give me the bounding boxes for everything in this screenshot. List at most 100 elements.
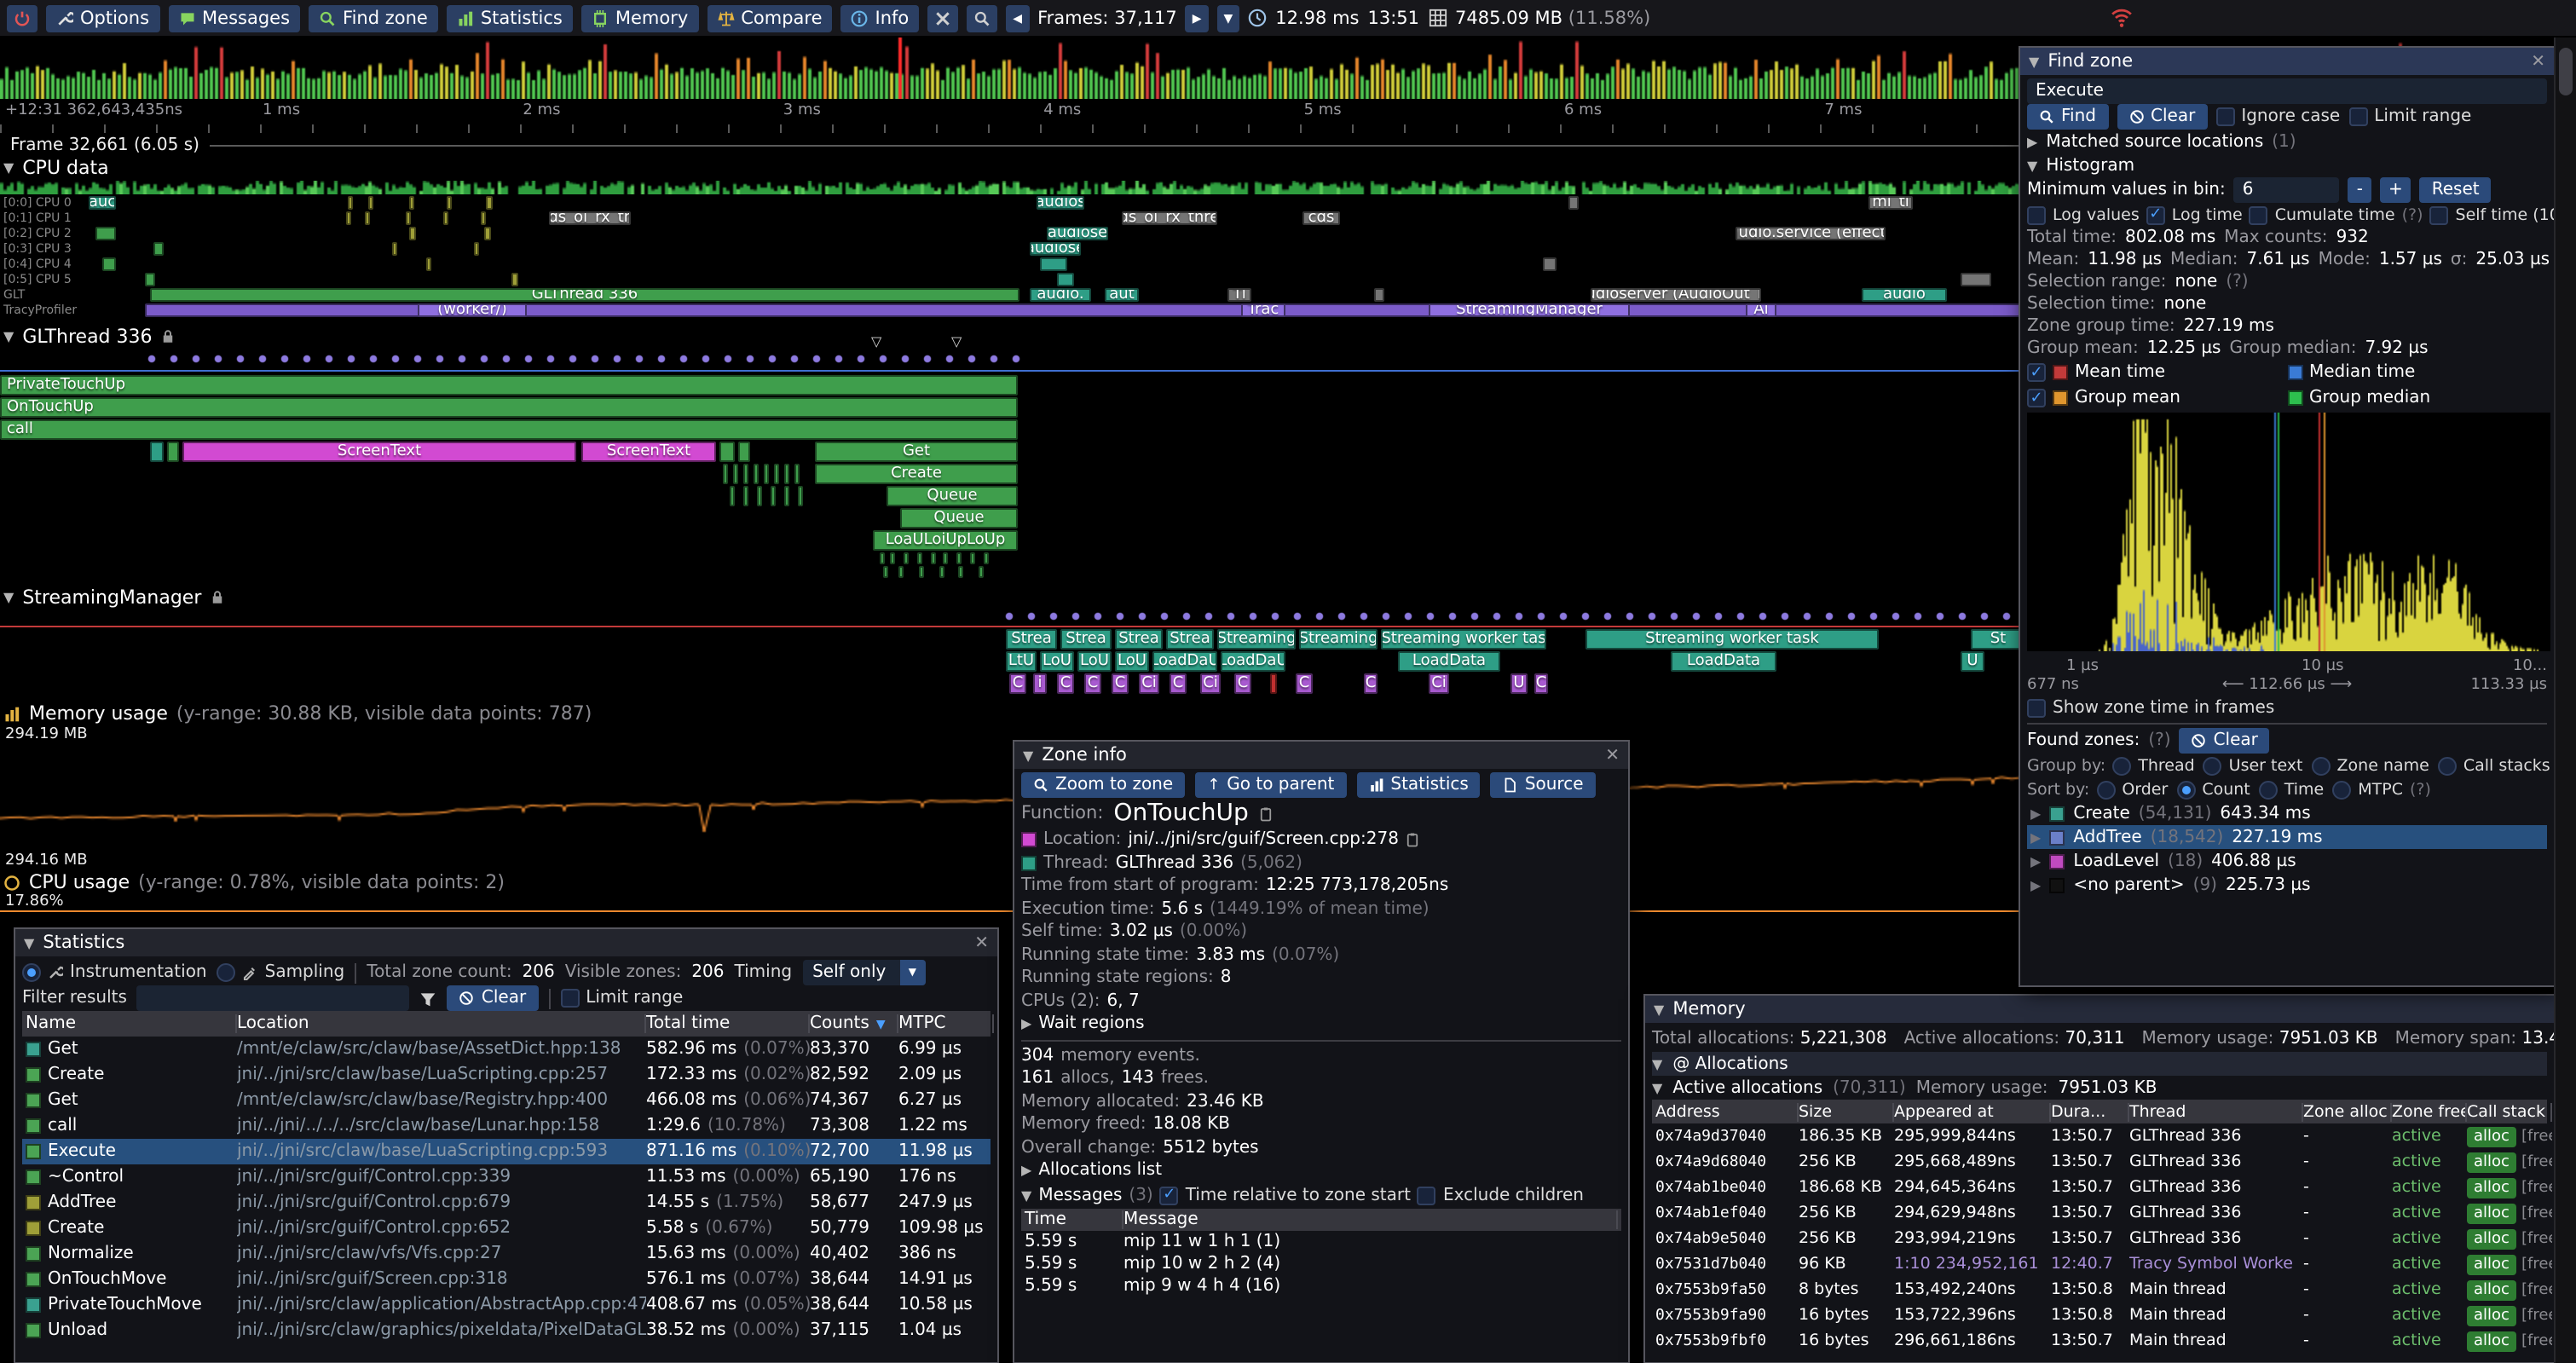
streamingmanager-header[interactable]: ▼ StreamingManager	[3, 586, 225, 609]
timeline-zone[interactable]: LoadData	[1398, 651, 1500, 672]
glthread-header[interactable]: ▼ GLThread 336	[3, 326, 176, 348]
frame-separator[interactable]: Frame 32,661 (6.05 s)	[0, 135, 2029, 155]
timing-combo[interactable]: Self only ▼	[802, 960, 926, 985]
message-row[interactable]: 5.59 s mip 11 w 1 h 1 (1)	[1021, 1230, 1621, 1252]
statistics-row[interactable]: Unload jni/../jni/src/claw/graphics/pixe…	[22, 1318, 991, 1343]
timeline-zone[interactable]: Streaming worker task	[1585, 629, 1879, 650]
timeline-zone[interactable]: audiose	[1030, 242, 1081, 256]
timeline-zone[interactable]	[898, 566, 904, 578]
timeline-zone[interactable]: Create	[815, 464, 1018, 484]
timeline-zone[interactable]: Ci	[1200, 673, 1221, 694]
timeline-zone[interactable]	[880, 552, 885, 564]
timeline-zone[interactable]: Get	[815, 442, 1018, 462]
timeline-zone[interactable]: Ci	[1429, 673, 1449, 694]
message-marker-icon[interactable]: ▽	[951, 334, 962, 349]
timeline-zone[interactable]: C	[1009, 673, 1026, 694]
timeline-zone[interactable]: LoU	[1115, 651, 1149, 672]
timeline-zone[interactable]: U	[1510, 673, 1528, 694]
zoom-search-button[interactable]	[967, 4, 998, 32]
timeline-zone[interactable]	[743, 464, 748, 484]
timeline-zone[interactable]: i	[1033, 673, 1047, 694]
timeline-zone[interactable]: LtU	[1006, 651, 1037, 672]
statistics-row[interactable]: ~Control jni/../jni/src/guif/Control.cpp…	[22, 1164, 991, 1190]
cpu-usage-header[interactable]: CPU usage (y-range: 0.78%, visible data …	[3, 871, 505, 893]
group-by-radio[interactable]: Call stacks	[2437, 756, 2550, 775]
statistics-titlebar[interactable]: ▼ Statistics ✕	[15, 929, 997, 956]
memory-titlebar[interactable]: ▼ Memory	[1645, 996, 2554, 1023]
timeline-zone[interactable]: C	[1112, 673, 1129, 694]
timeline-zone[interactable]: C	[1364, 673, 1378, 694]
timeline-zone[interactable]	[511, 273, 518, 286]
free-callstack-link[interactable]: [free]	[2521, 1307, 2552, 1324]
alloc-callstack-button[interactable]: alloc	[2467, 1203, 2516, 1223]
messages-button[interactable]: Messages	[168, 4, 301, 32]
free-callstack-link[interactable]: [free]	[2521, 1179, 2552, 1196]
timeline-zone[interactable]	[970, 552, 975, 564]
filter-input[interactable]	[136, 985, 410, 1011]
collapse-icon[interactable]: ▼	[1021, 1187, 1032, 1203]
timeline-zone[interactable]: audiose	[1047, 227, 1108, 240]
memory-button[interactable]: Memory	[580, 4, 699, 32]
legend-item[interactable]: Group mean	[2027, 385, 2287, 411]
timeline-zone[interactable]: Strea	[1166, 629, 1214, 650]
found-zone-group[interactable]: ▶ Create (54,131) 643.34 ms	[2027, 801, 2547, 825]
sort-by-radio[interactable]: Time	[2258, 780, 2324, 799]
timeline-zone[interactable]: St	[1971, 629, 2025, 650]
timeline-zone[interactable]	[939, 566, 944, 578]
allocation-row[interactable]: 0x74a9d37040 186.35 KB 295,999,844ns 13:…	[1652, 1123, 2552, 1149]
timeline-zone[interactable]: ScreenText	[581, 442, 716, 462]
col-appeared[interactable]: Appeared at	[1894, 1102, 2051, 1121]
tools-button[interactable]	[927, 4, 959, 32]
timeline-zone[interactable]	[409, 227, 416, 240]
compare-button[interactable]: Compare	[707, 4, 833, 32]
timeline-zone[interactable]	[979, 566, 984, 578]
group-by-radio[interactable]: User text	[2203, 756, 2303, 775]
timeline-zone[interactable]: audioserver (AudioOut_D)	[1591, 288, 1761, 302]
timeline-zone[interactable]: C	[1234, 673, 1251, 694]
statistics-row[interactable]: Create jni/../jni/src/claw/base/LuaScrip…	[22, 1062, 991, 1088]
legend-checkbox[interactable]	[2027, 363, 2046, 382]
timeline-zone[interactable]	[904, 552, 909, 564]
allocation-row[interactable]: 0x7531d7b040 96 KB 1:10 234,952,161 12:4…	[1652, 1251, 2552, 1277]
timeline-zone[interactable]: C	[1534, 673, 1548, 694]
find-zone-histogram[interactable]	[2027, 413, 2550, 651]
exclude-children-checkbox[interactable]: Exclude children	[1417, 1186, 1584, 1204]
col-call-stack[interactable]: Call stack	[2467, 1102, 2552, 1121]
timeline-zone[interactable]: Trac	[1241, 303, 1285, 317]
timeline-zone[interactable]	[443, 211, 448, 225]
timeline-zone[interactable]: mi_ti	[1868, 196, 1913, 210]
statistics-row[interactable]: call jni/../jni/../../../src/claw/base/L…	[22, 1113, 991, 1139]
timeline-zone[interactable]: LoU	[1040, 651, 1074, 672]
timeline-zone[interactable]	[883, 566, 888, 578]
zone-info-titlebar[interactable]: ▼ Zone info ✕	[1014, 742, 1628, 769]
timeline-zone[interactable]: Streaming	[1299, 629, 1378, 650]
timeline-zone[interactable]	[102, 257, 116, 271]
wait-regions-expander[interactable]: ▶ Wait regions	[1021, 1014, 1145, 1034]
timeline-zone[interactable]: LoadDaU	[1152, 651, 1217, 672]
timeline-zone[interactable]: cds_ol_rx_thr	[549, 211, 631, 225]
log-time-checkbox[interactable]: Log time	[2146, 205, 2243, 224]
allocation-row[interactable]: 0x7553b9fbf0 16 bytes 296,661,186ns 13:5…	[1652, 1328, 2552, 1354]
allocation-row[interactable]: 0x74ab1ef040 256 KB 294,629,948ns 13:50.…	[1652, 1200, 2552, 1226]
help-marker[interactable]: (?)	[2410, 780, 2431, 799]
timeline-zone[interactable]: Ai	[1746, 303, 1776, 317]
timeline-zone[interactable]	[1040, 257, 1067, 271]
timeline-zone[interactable]	[153, 242, 164, 256]
timeline-zone[interactable]	[150, 442, 164, 462]
min-bin-decrease-button[interactable]: -	[2348, 177, 2371, 203]
find-zone-query-input[interactable]: Execute	[2027, 78, 2547, 104]
timeline-zone[interactable]	[409, 196, 414, 210]
timeline-zone[interactable]: audio	[1862, 288, 1947, 302]
histogram-expander[interactable]: ▼ Histogram	[2027, 156, 2135, 175]
timeline-zone[interactable]	[447, 196, 452, 210]
find-button[interactable]: Find	[2027, 104, 2108, 130]
timeline-zone[interactable]: PrivateTouchUp	[0, 375, 1018, 396]
statistics-row[interactable]: Execute jni/../jni/src/claw/base/LuaScri…	[22, 1139, 991, 1164]
go-to-parent-button[interactable]: ↑ Go to parent	[1195, 772, 1347, 798]
col-name[interactable]: Name	[26, 1014, 237, 1033]
timeline-zone[interactable]	[95, 227, 116, 240]
allocation-row[interactable]: 0x7553b9fa50 8 bytes 153,492,240ns 13:50…	[1652, 1277, 2552, 1302]
timeline-zone[interactable]: U	[1961, 651, 1984, 672]
timeline-zone[interactable]: ScreenText	[182, 442, 576, 462]
timeline-zone[interactable]: Ti	[1227, 288, 1251, 302]
